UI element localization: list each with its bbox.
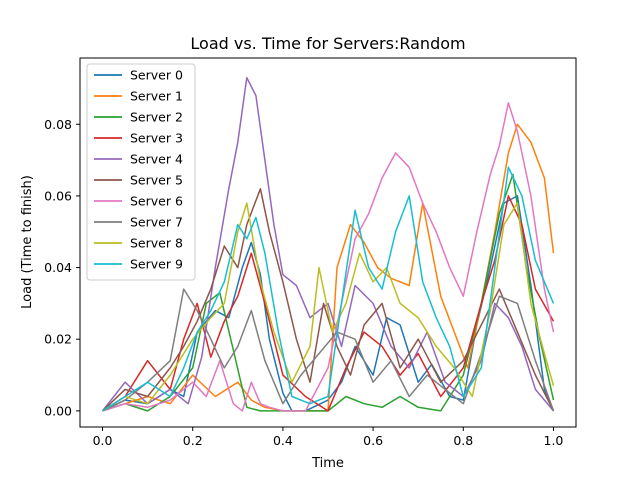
series-line-server-6 xyxy=(102,102,555,412)
series-line-server-9 xyxy=(102,166,555,412)
legend-label: Server 9 xyxy=(130,257,183,272)
y-tick-label: 0.06 xyxy=(44,188,72,203)
legend-box xyxy=(86,63,196,281)
legend-label: Server 5 xyxy=(130,173,183,188)
x-tick-label: 0.0 xyxy=(93,433,113,448)
legend-label: Server 1 xyxy=(130,89,183,104)
y-tick-label: 0.00 xyxy=(44,403,72,418)
x-tick-label: 0.4 xyxy=(273,433,293,448)
y-tick-label: 0.08 xyxy=(44,117,72,132)
legend-label: Server 4 xyxy=(130,152,183,167)
series-line-server-1 xyxy=(102,123,555,412)
y-tick-label: 0.02 xyxy=(44,332,72,347)
series-line-server-4 xyxy=(101,76,555,412)
y-axis: 0.00 0.02 0.04 0.06 0.08 xyxy=(44,117,80,418)
legend-label: Server 6 xyxy=(130,194,183,209)
x-tick-label: 0.2 xyxy=(183,433,203,448)
series-line-server-7 xyxy=(102,288,555,412)
x-axis-label: Time xyxy=(311,456,344,471)
legend-label: Server 7 xyxy=(130,215,183,230)
y-axis-label: Load (Time to finish) xyxy=(20,175,35,309)
series-line-server-5 xyxy=(101,188,555,412)
legend-label: Server 3 xyxy=(130,131,183,146)
legend-label: Server 8 xyxy=(130,236,183,251)
legend-label: Server 0 xyxy=(130,68,183,83)
legend: Server 0 Server 1 Server 2 Server 3 Server 4… xyxy=(86,63,196,281)
chart-title: Load vs. Time for Servers:Random xyxy=(190,34,465,53)
legend-label: Server 2 xyxy=(130,110,183,125)
x-tick-label: 1.0 xyxy=(544,433,564,448)
plot-frame xyxy=(79,57,577,428)
x-tick-label: 0.8 xyxy=(453,433,473,448)
x-axis: 0.0 0.2 0.4 0.6 0.8 1.0 xyxy=(93,427,564,448)
y-tick-label: 0.04 xyxy=(44,260,72,275)
series-layer xyxy=(101,76,555,412)
series-line-server-3 xyxy=(102,195,555,412)
x-tick-label: 0.6 xyxy=(363,433,383,448)
